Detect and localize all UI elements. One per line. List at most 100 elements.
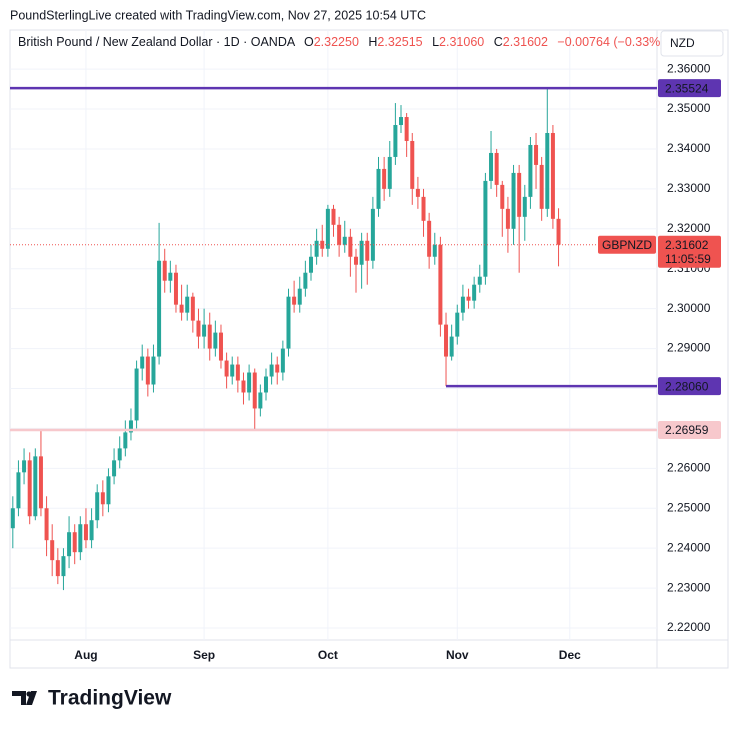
candle-body	[292, 296, 297, 305]
candle-body	[16, 472, 21, 509]
last-price-box	[658, 235, 721, 268]
y-tick-label: 2.30000	[667, 301, 711, 315]
x-tick-label: Oct	[318, 648, 338, 662]
candle-body	[162, 260, 167, 281]
candle-body	[415, 188, 420, 197]
y-tick-label: 2.24000	[667, 540, 711, 554]
candle-body	[269, 364, 274, 377]
candle-body	[106, 476, 111, 505]
candle-body	[252, 372, 257, 409]
y-tick-label: 2.36000	[667, 61, 711, 75]
price-label: 2.26959	[665, 423, 709, 437]
candle-body	[247, 372, 252, 393]
candle-body	[421, 196, 426, 221]
candle-body	[308, 256, 313, 273]
close-key: C	[494, 35, 503, 49]
candle-body	[38, 456, 43, 509]
candle-body	[342, 236, 347, 245]
candle-body	[151, 356, 156, 385]
open-value: 2.32250	[314, 35, 359, 49]
candle-body	[348, 236, 353, 257]
candle-body	[123, 432, 128, 449]
price-label-box	[658, 377, 721, 396]
y-tick-label: 2.23000	[667, 580, 711, 594]
close-value: 2.31602	[503, 35, 548, 49]
candle-body	[207, 324, 212, 349]
candle-body	[438, 244, 443, 325]
candle-body	[556, 218, 561, 245]
legend-row: British Pound / New Zealand Dollar · 1D …	[18, 35, 664, 49]
candle-body	[444, 324, 449, 357]
y-tick-label: 2.25000	[667, 500, 711, 514]
candle-body	[354, 256, 359, 265]
candle-body	[427, 220, 432, 257]
candle-body	[22, 460, 27, 473]
symbol-tag-box	[598, 235, 656, 254]
low-key: L	[432, 35, 439, 49]
candle-body	[455, 312, 460, 337]
brand-name: TradingView	[48, 687, 172, 710]
candle-body	[280, 348, 285, 373]
candle-body	[140, 356, 145, 369]
candle-body	[314, 240, 319, 257]
candle-body	[263, 376, 268, 393]
candle-body	[477, 276, 482, 285]
candle-body	[410, 140, 415, 189]
candle-body	[95, 492, 100, 521]
countdown-label: 11:05:59	[665, 252, 711, 266]
last-price-label: 2.31602	[665, 238, 709, 252]
candle-body	[213, 332, 218, 349]
currency-label: NZD	[670, 36, 695, 50]
y-tick-label: 2.29000	[667, 341, 711, 355]
candle-body	[190, 296, 195, 321]
high-key: H	[368, 35, 377, 49]
candle-body	[489, 152, 494, 181]
open-key: O	[304, 35, 314, 49]
currency-box[interactable]	[660, 30, 724, 57]
symbol-tag: GBPNZD	[602, 238, 652, 252]
high-value: 2.32515	[377, 35, 422, 49]
candle-body	[89, 520, 94, 541]
candle-body	[72, 532, 77, 553]
candle-body	[500, 184, 505, 209]
candle-body	[173, 272, 178, 305]
candle-body	[522, 196, 527, 217]
candle-body	[33, 456, 38, 517]
price-label-box	[658, 79, 721, 98]
candle-body	[112, 460, 117, 477]
candle-body	[382, 168, 387, 189]
y-tick-label: 2.22000	[667, 620, 711, 634]
candle-body	[511, 172, 516, 229]
symbol-title: British Pound / New Zealand Dollar · 1D …	[18, 35, 296, 49]
price-label: 2.28060	[665, 379, 709, 393]
candle-body	[494, 152, 499, 185]
candle-body	[460, 296, 465, 313]
candle-body	[185, 296, 190, 313]
candle-body	[117, 448, 122, 461]
candle-body	[196, 320, 201, 337]
candle-body	[449, 336, 454, 357]
candle-body	[399, 117, 404, 126]
candle-body	[202, 324, 207, 337]
low-value: 2.31060	[439, 35, 484, 49]
candle-body	[472, 284, 477, 301]
candle-body	[517, 172, 522, 217]
candle-body	[376, 168, 381, 209]
y-tick-label: 2.32000	[667, 221, 711, 235]
candle-body	[534, 144, 539, 165]
candle-body	[545, 132, 550, 209]
candle-body	[365, 240, 370, 261]
candle-body	[241, 380, 246, 393]
watermark: PoundSterlingLive created with TradingVi…	[10, 8, 426, 22]
candle-body	[55, 560, 60, 577]
brand-logo	[12, 691, 37, 705]
candle-body	[359, 240, 364, 265]
candle-body	[61, 556, 66, 577]
change-value: −0.00764 (−0.33%)	[557, 35, 664, 49]
y-tick-label: 2.35000	[667, 101, 711, 115]
plot-area	[10, 30, 657, 640]
candle-body	[235, 364, 240, 381]
candle-body	[224, 360, 229, 377]
y-tick-label: 2.33000	[667, 181, 711, 195]
